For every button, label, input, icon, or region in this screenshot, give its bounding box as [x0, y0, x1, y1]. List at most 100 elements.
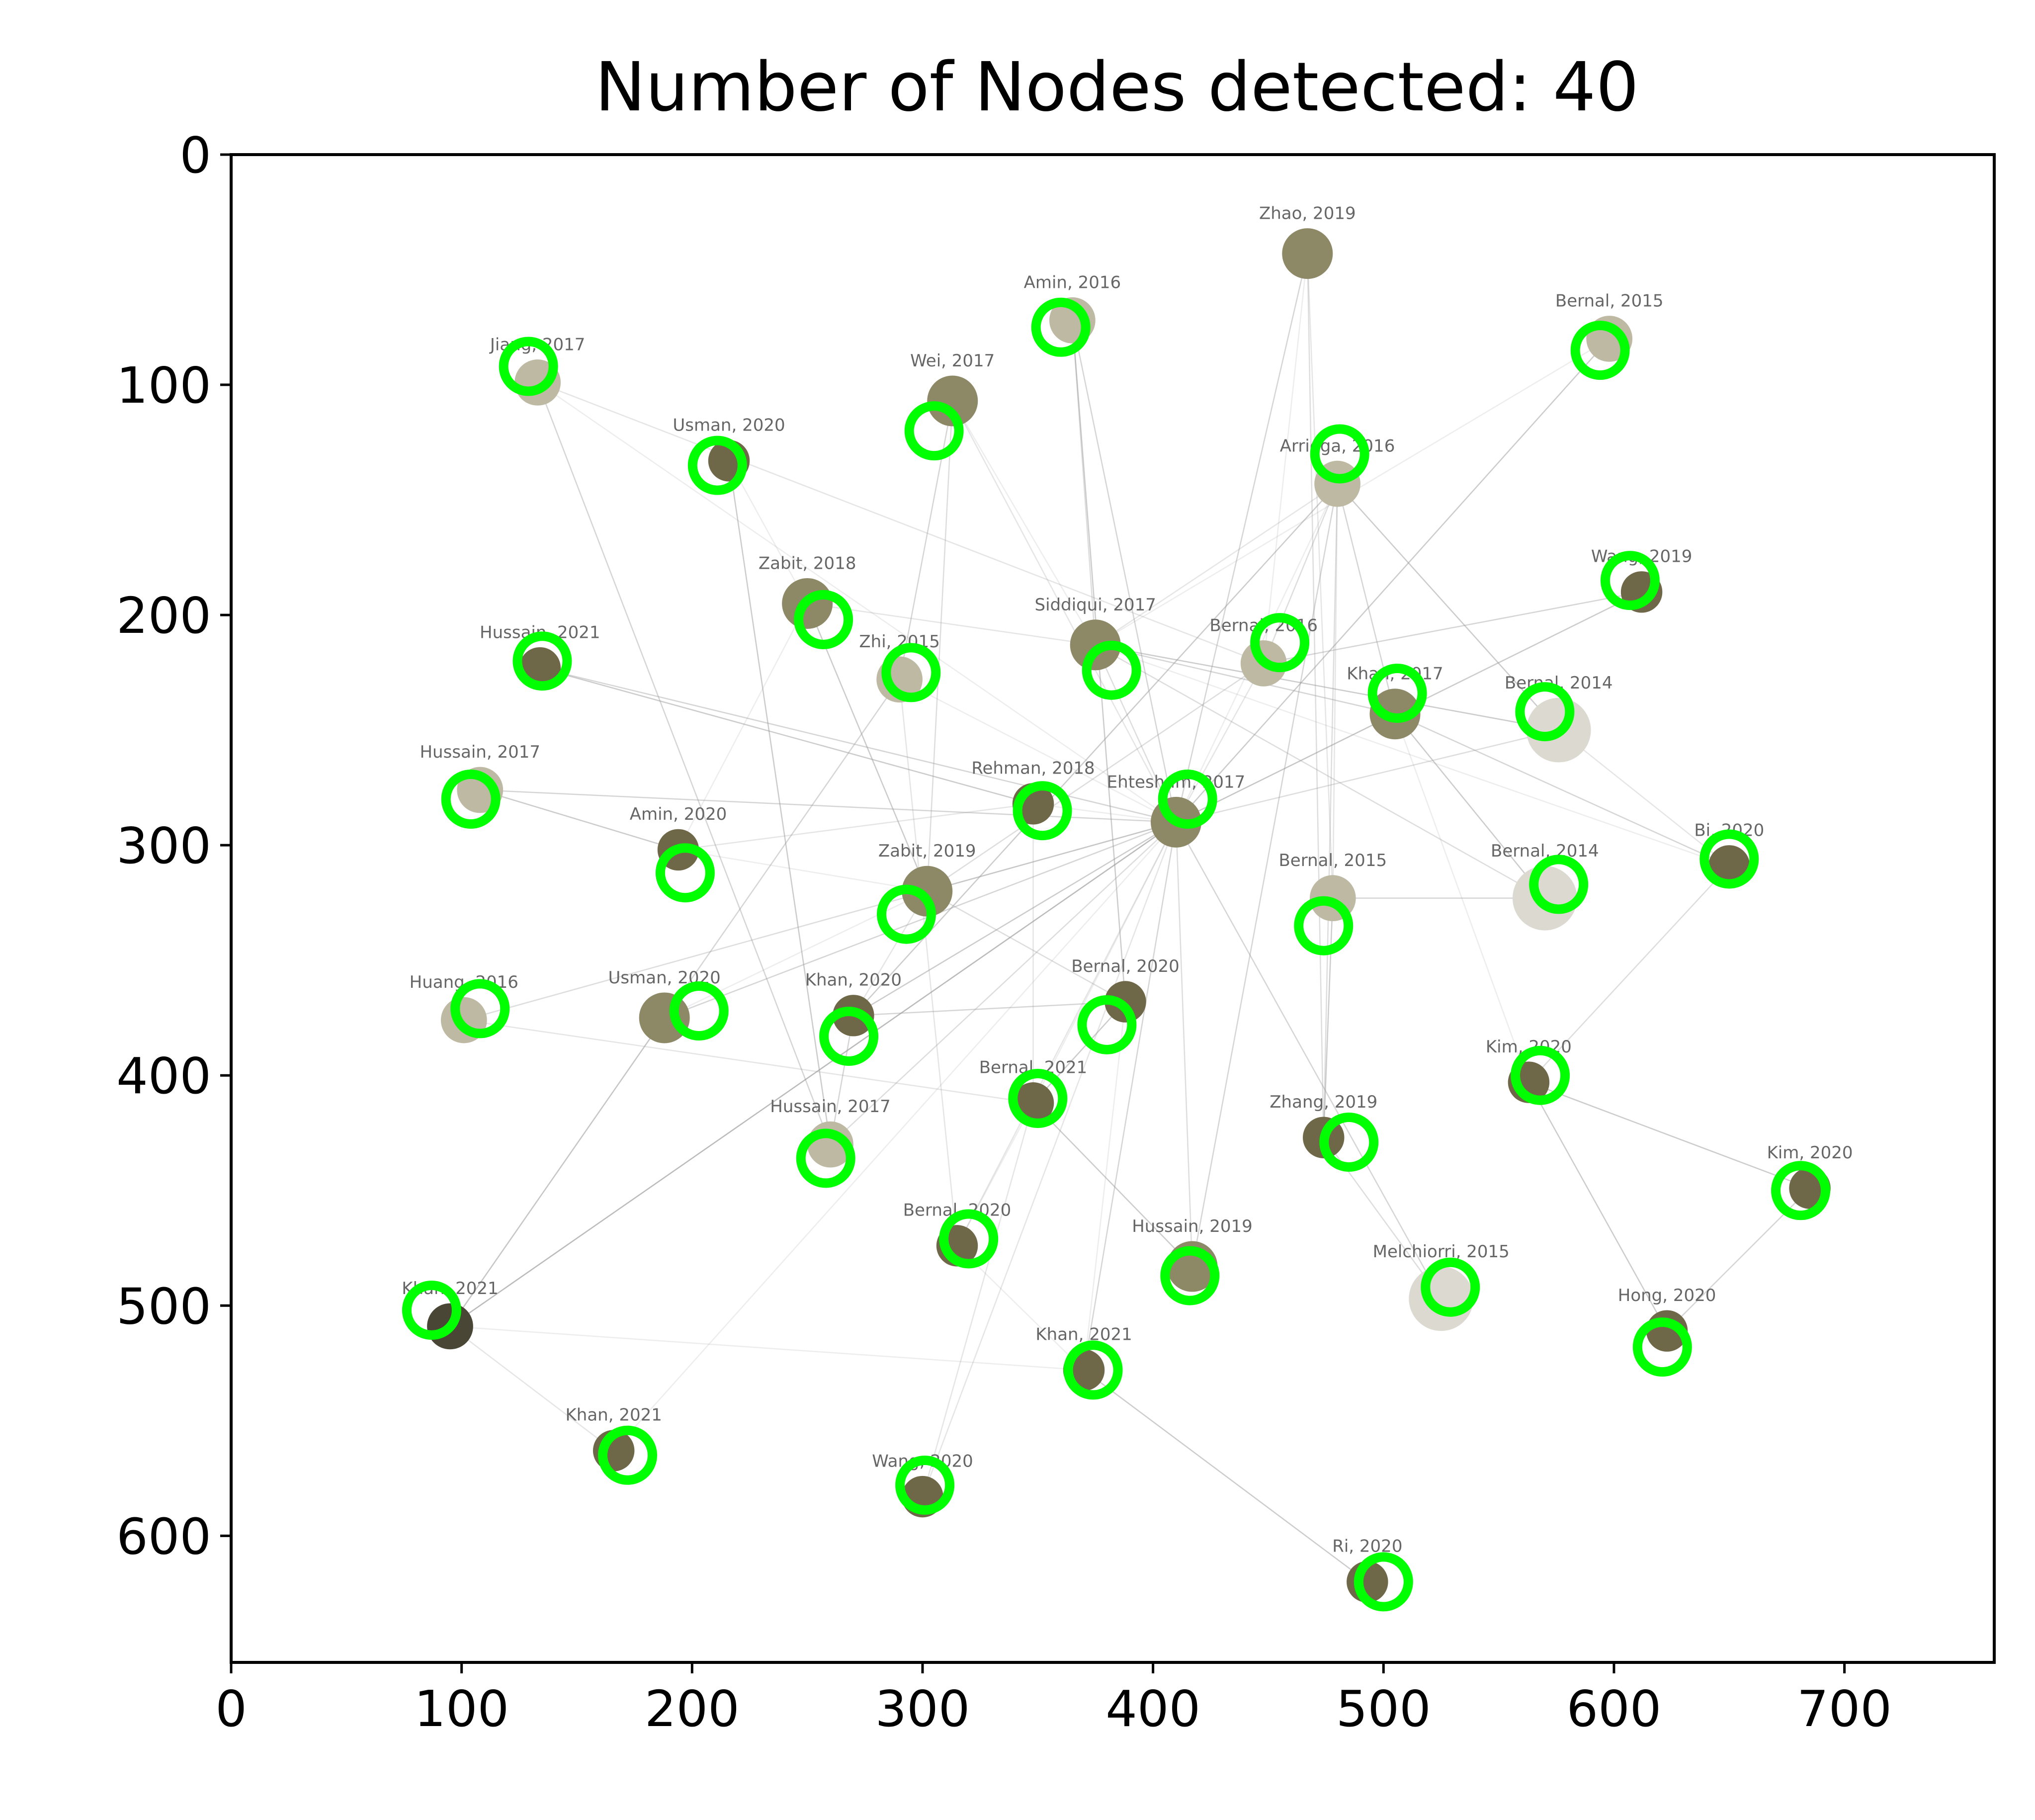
graph-node — [902, 866, 953, 917]
node-label: Hussain, 2017 — [770, 1097, 891, 1117]
detection-ring — [939, 1209, 999, 1269]
y-axis: 0 100 200 300 400 500 600 — [116, 126, 231, 1565]
graph-edge — [1394, 713, 1529, 1083]
graph-edge — [1095, 483, 1338, 646]
x-tick-label: 400 — [1105, 1680, 1200, 1738]
graph-edge — [1558, 729, 1730, 867]
node-label: Melchiorri, 2015 — [1373, 1242, 1510, 1262]
graph-edge — [1307, 254, 1324, 1138]
graph-edge — [613, 822, 1177, 1451]
node-label: Bernal, 2015 — [1278, 851, 1387, 870]
detection-ring — [1294, 896, 1354, 955]
detection-ring — [669, 981, 729, 1041]
detection-ring — [1515, 682, 1575, 742]
graph-edge — [1263, 253, 1308, 664]
detection-ring — [1031, 297, 1091, 357]
node-label: Hong, 2020 — [1618, 1286, 1716, 1305]
detection-ring — [512, 631, 572, 691]
graph-edge — [450, 1325, 1084, 1371]
graph-edge — [1175, 822, 1193, 1267]
graph-edge — [1175, 663, 1265, 823]
graph-edge — [806, 603, 928, 892]
plot-frame — [230, 153, 1996, 1664]
detection-ring — [1699, 829, 1759, 889]
graph-edge — [1176, 338, 1610, 823]
detection-ring — [796, 1128, 855, 1188]
graph-edge — [830, 821, 1177, 1145]
x-tick-label: 0 — [215, 1680, 247, 1738]
detection-ring — [1160, 1246, 1220, 1305]
x-tick-label: 700 — [1797, 1680, 1892, 1738]
graph-edge — [1095, 644, 1559, 731]
node-label: Khan, 2021 — [1035, 1325, 1132, 1345]
graph-edge — [1083, 1369, 1368, 1582]
graph-edge — [1528, 1082, 1668, 1331]
detection-ring — [597, 1425, 657, 1485]
node-label: Ri, 2020 — [1332, 1537, 1402, 1557]
x-axis: 0 100 200 300 400 500 600 700 — [215, 1662, 1892, 1738]
graph-edge — [1032, 822, 1177, 1104]
detection-ring — [499, 337, 558, 396]
graph-edge — [464, 1019, 1033, 1104]
graph-edge — [1175, 253, 1308, 823]
graph-edge — [1095, 644, 1395, 715]
graph-edge — [1323, 898, 1334, 1138]
graph-edge — [1307, 254, 1334, 898]
graph-node — [1409, 1266, 1474, 1331]
graph-edge — [480, 789, 1177, 823]
detection-ring — [1421, 1257, 1480, 1317]
graph-edge — [1337, 483, 1559, 731]
graph-edge — [728, 460, 808, 604]
detection-ring — [655, 843, 715, 903]
graph-edge — [956, 1103, 1034, 1246]
graph-edge — [1032, 1102, 1193, 1267]
detection-ring — [1063, 1340, 1123, 1400]
detection-ring — [1310, 424, 1369, 484]
y-tick-label: 200 — [116, 587, 211, 645]
plot-background — [231, 155, 1994, 1662]
detection-ring — [881, 643, 941, 702]
graph-edge — [1032, 1001, 1126, 1104]
graph-edge — [922, 1103, 1034, 1497]
y-tick-label: 0 — [179, 126, 211, 184]
graph-edge — [1176, 729, 1559, 823]
detection-ring — [450, 979, 510, 1039]
node-label: Bernal, 2014 — [1491, 841, 1599, 861]
graph-edge — [449, 1325, 614, 1451]
graph-edge — [678, 803, 1033, 851]
x-tick-label: 200 — [645, 1680, 740, 1738]
graph-edge — [449, 821, 1177, 1327]
node-label: Zabit, 2019 — [878, 841, 976, 861]
detection-ring — [402, 1281, 461, 1340]
graph-edge — [927, 401, 953, 891]
graph-node — [1282, 228, 1333, 279]
detection-ring — [794, 590, 853, 649]
y-tick-label: 400 — [116, 1047, 211, 1105]
detection-ring — [687, 435, 747, 495]
detection-ring — [1632, 1317, 1692, 1377]
detection-ring — [1008, 1069, 1068, 1128]
graph-node — [927, 375, 978, 427]
graph-edge — [678, 849, 928, 892]
graph-edge — [540, 667, 1177, 823]
graph-edge — [1528, 865, 1730, 1083]
graph-edge — [1095, 644, 1730, 867]
chart-title: Number of Nodes detected: 40 — [595, 48, 1639, 127]
graph-edge — [539, 667, 1033, 805]
graph-node — [1070, 619, 1121, 671]
detection-ring — [1529, 855, 1589, 914]
graph-edge — [537, 382, 1177, 823]
graph-edge — [1323, 484, 1338, 1138]
detection-ring — [904, 401, 964, 461]
graph-edge — [1072, 320, 1177, 823]
detection-ring — [895, 1455, 955, 1515]
graph-edge — [952, 400, 1177, 823]
graph-edge — [807, 603, 1096, 646]
node-label: Bernal, 2015 — [1555, 291, 1664, 311]
graph-edge — [1528, 1081, 1810, 1189]
graph-edge — [537, 382, 1264, 664]
detection-ring — [1511, 1045, 1570, 1105]
node-label: Zabit, 2018 — [759, 553, 856, 573]
